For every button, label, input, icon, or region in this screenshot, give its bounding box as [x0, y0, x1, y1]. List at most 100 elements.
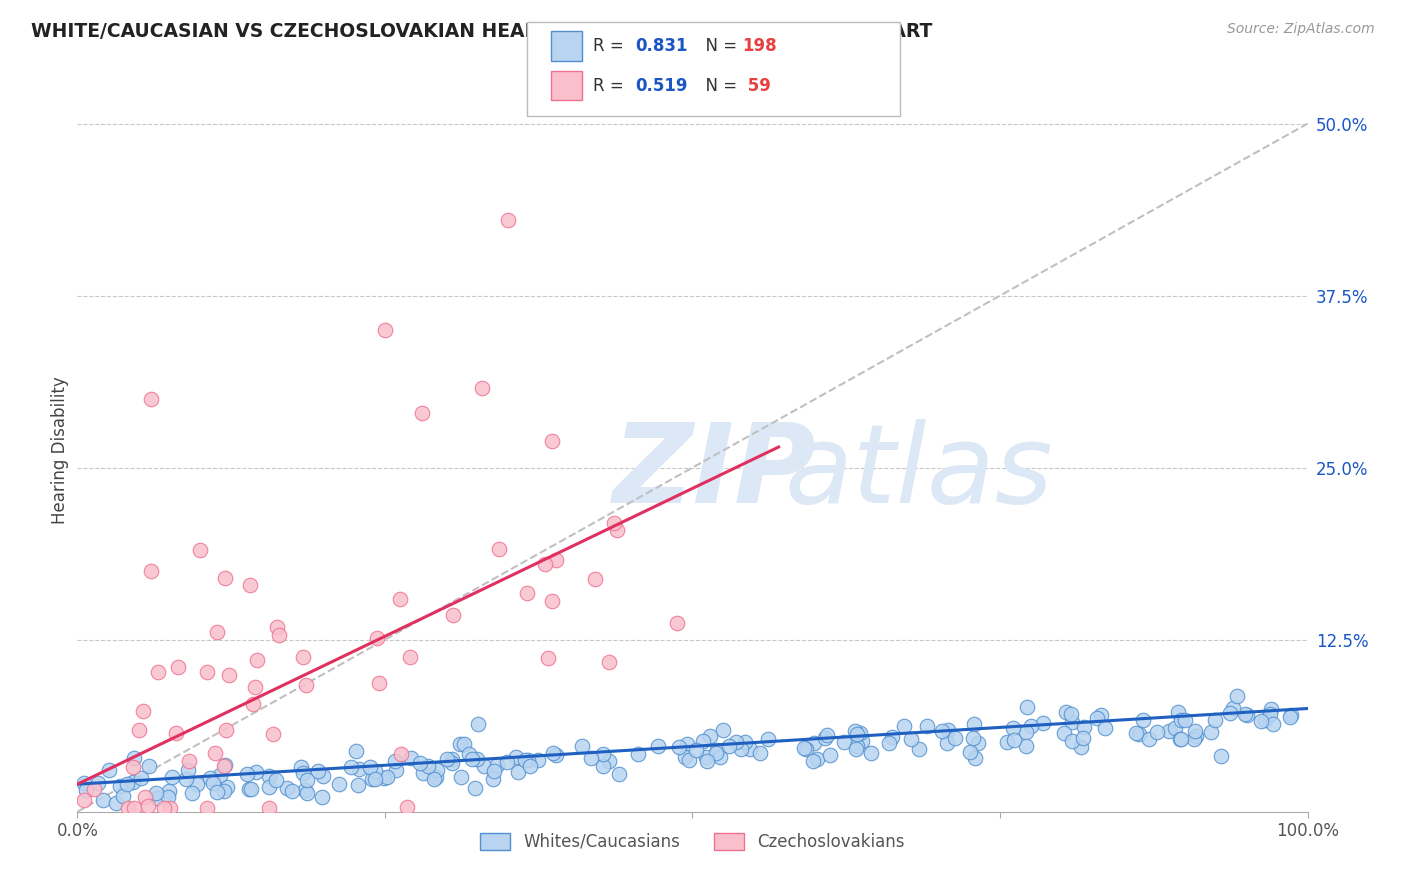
Point	[1157, 724, 1180, 739]
Point	[541, 594, 564, 608]
Point	[801, 754, 824, 768]
Point	[117, 777, 139, 791]
Point	[583, 572, 606, 586]
Point	[706, 743, 728, 757]
Point	[124, 750, 146, 764]
Point	[1015, 739, 1038, 753]
Point	[692, 734, 714, 748]
Point	[647, 739, 669, 753]
Text: Source: ZipAtlas.com: Source: ZipAtlas.com	[1227, 22, 1375, 37]
Point	[1222, 701, 1244, 715]
Point	[245, 764, 267, 779]
Point	[1060, 707, 1083, 722]
Point	[399, 751, 422, 765]
Point	[235, 766, 257, 780]
Point	[1201, 724, 1223, 739]
Point	[534, 557, 557, 571]
Point	[794, 742, 817, 756]
Point	[307, 764, 329, 778]
Point	[1139, 731, 1161, 746]
Point	[291, 649, 314, 664]
Point	[201, 775, 224, 789]
Point	[496, 755, 519, 769]
Point	[165, 726, 187, 740]
Point	[966, 736, 988, 750]
Point	[83, 782, 105, 797]
Point	[425, 770, 447, 784]
Point	[709, 749, 731, 764]
Point	[1146, 725, 1168, 739]
Point	[295, 773, 318, 788]
Point	[399, 650, 422, 665]
Point	[962, 731, 984, 746]
Point	[148, 665, 170, 679]
Point	[938, 723, 960, 738]
Point	[673, 750, 696, 764]
Point	[488, 541, 510, 556]
Point	[598, 655, 620, 669]
Point	[391, 747, 413, 761]
Point	[105, 796, 128, 810]
Point	[366, 631, 388, 645]
Point	[696, 755, 718, 769]
Point	[1085, 711, 1108, 725]
Point	[91, 793, 114, 807]
Point	[312, 769, 335, 783]
Point	[1226, 690, 1249, 704]
Point	[294, 782, 316, 797]
Point	[995, 734, 1018, 748]
Point	[496, 213, 519, 227]
Point	[1250, 714, 1272, 728]
Point	[1015, 725, 1038, 739]
Point	[239, 577, 262, 591]
Point	[195, 665, 218, 679]
Point	[481, 772, 503, 786]
Point	[75, 782, 97, 797]
Point	[467, 717, 489, 731]
Point	[364, 764, 387, 779]
Point	[464, 781, 486, 796]
Point	[627, 747, 650, 761]
Point	[882, 730, 904, 744]
Point	[384, 763, 406, 777]
Point	[359, 760, 381, 774]
Point	[1073, 720, 1095, 734]
Point	[186, 777, 208, 791]
Point	[242, 698, 264, 712]
Legend: Whites/Caucasians, Czechoslovakians: Whites/Caucasians, Czechoslovakians	[474, 826, 911, 857]
Point	[1125, 725, 1147, 739]
Text: N =: N =	[695, 77, 742, 95]
Point	[198, 772, 221, 786]
Point	[917, 719, 939, 733]
Point	[416, 758, 439, 772]
Point	[259, 769, 281, 783]
Point	[87, 776, 110, 790]
Point	[361, 772, 384, 786]
Point	[818, 747, 841, 762]
Point	[411, 406, 433, 420]
Point	[160, 770, 183, 784]
Point	[1184, 724, 1206, 739]
Point	[1236, 708, 1258, 723]
Point	[368, 675, 391, 690]
Point	[344, 744, 367, 758]
Point	[704, 747, 727, 761]
Point	[1070, 740, 1092, 755]
Point	[877, 736, 900, 750]
Point	[699, 729, 721, 743]
Point	[963, 717, 986, 731]
Point	[146, 791, 169, 805]
Point	[412, 766, 434, 780]
Point	[217, 780, 239, 794]
Point	[214, 757, 236, 772]
Point	[295, 678, 318, 692]
Point	[457, 747, 479, 762]
Text: WHITE/CAUCASIAN VS CZECHOSLOVAKIAN HEARING DISABILITY CORRELATION CHART: WHITE/CAUCASIAN VS CZECHOSLOVAKIAN HEARI…	[31, 22, 932, 41]
Point	[145, 787, 167, 801]
Point	[388, 592, 411, 607]
Point	[450, 770, 472, 784]
Point	[931, 724, 953, 739]
Point	[134, 790, 156, 805]
Point	[725, 734, 748, 748]
Point	[467, 752, 489, 766]
